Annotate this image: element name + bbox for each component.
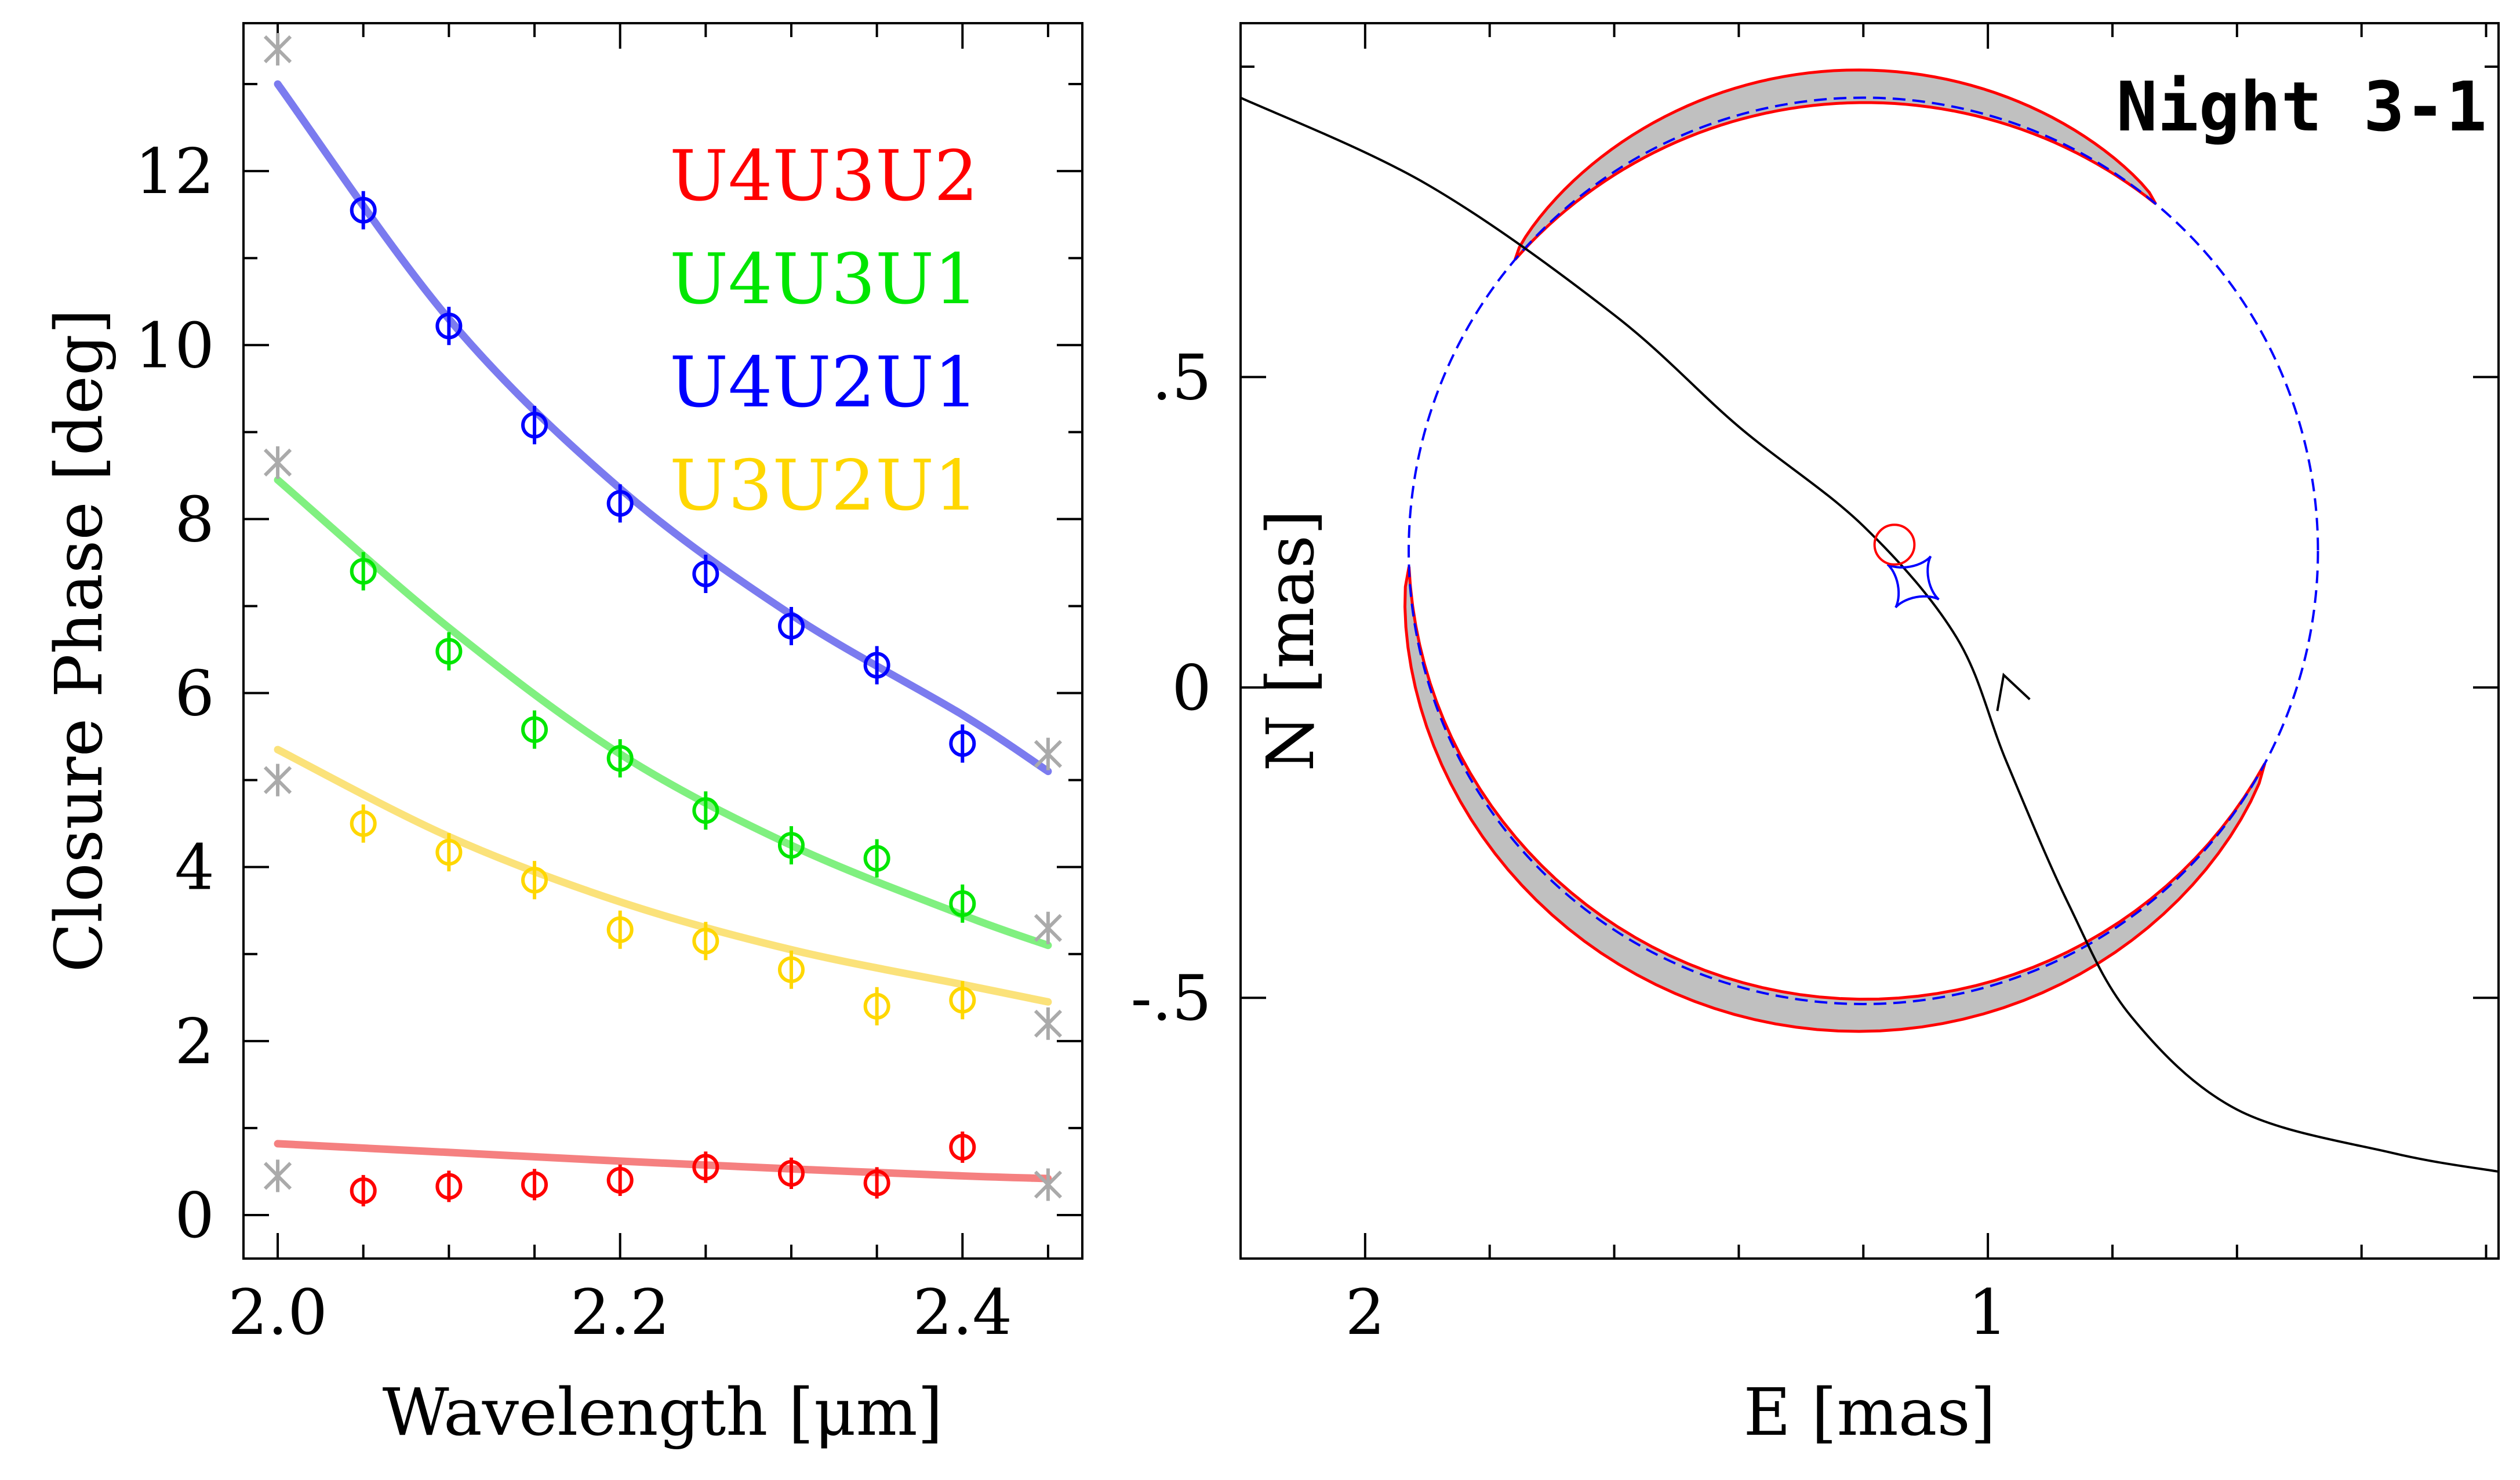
- trajectory-arrow: [1996, 672, 2031, 711]
- data-point-U4U3U1: [606, 739, 634, 778]
- data-point-U4U3U2: [435, 1170, 463, 1202]
- data-point-U3U2U1: [863, 987, 890, 1026]
- x-tick-label: 2.4: [912, 1277, 1012, 1349]
- legend-entry-U3U2U1: U3U2U1: [670, 446, 978, 526]
- closure-phase-panel: 2.0 2.2 2.4 0 2 4 6 8 10 12 U4U3U2 U4U3U1 U4U2U1 U3U…: [42, 22, 1083, 1450]
- data-point-U4U3U1: [863, 839, 890, 878]
- model-curve-U3U2U1: [274, 746, 1052, 1006]
- excluded-point: [1034, 737, 1063, 770]
- y-tick-label: 10: [135, 310, 214, 382]
- excluded-point: [1034, 1168, 1063, 1201]
- data-point-U4U2U1: [606, 484, 634, 523]
- lens-geometry-panel: 2 1 .5 0 -.5 Night 3-1 E [mas] N [mas]: [1130, 22, 2500, 1450]
- excluded-point: [263, 763, 292, 797]
- right-plot-frame: [1239, 22, 2500, 1260]
- lensed-image: [1403, 566, 2267, 1033]
- excluded-point: [263, 33, 292, 66]
- data-point-U4U2U1: [863, 646, 890, 685]
- excluded-point: [263, 1159, 292, 1192]
- data-point-U4U3U1: [777, 826, 805, 865]
- model-curve-U4U3U2: [274, 1140, 1052, 1183]
- data-point-U3U2U1: [777, 950, 805, 989]
- x-tick-label-right: 1: [1968, 1277, 2008, 1349]
- data-point-U4U3U2: [692, 1151, 719, 1183]
- data-point-U4U2U1: [521, 406, 548, 445]
- data-point-U4U3U2: [521, 1169, 548, 1201]
- x-tick-label: 2.2: [570, 1277, 670, 1349]
- data-point-U4U3U1: [521, 710, 548, 749]
- legend: U4U3U2 U4U3U1 U4U2U1 U3U2U1: [670, 136, 978, 526]
- source-trajectory: [1241, 96, 2499, 1173]
- lens-geometry-content: [1241, 68, 2499, 1173]
- y-tick-label: 6: [174, 658, 214, 730]
- x-tick-label-right: 2: [1345, 1277, 1385, 1349]
- data-point-U3U2U1: [949, 981, 976, 1020]
- x-axis-title: Wavelength [μm]: [383, 1375, 943, 1450]
- data-point-U3U2U1: [521, 861, 548, 900]
- data-point-U4U3U2: [606, 1164, 634, 1196]
- legend-entry-U4U3U1: U4U3U1: [670, 239, 978, 320]
- model-curve-U4U3U1: [274, 476, 1052, 950]
- data-point-U4U2U1: [692, 554, 719, 593]
- left-tick-labels: 2.0 2.2 2.4 0 2 4 6 8 10 12: [135, 136, 1013, 1349]
- data-point-U3U2U1: [606, 910, 634, 949]
- data-point-U4U3U2: [777, 1157, 805, 1189]
- panel-label: Night 3-1: [2117, 67, 2487, 147]
- model-curve-U4U2U1: [274, 80, 1052, 776]
- y-tick-label: 2: [174, 1006, 214, 1078]
- data-point-U4U2U1: [777, 606, 805, 646]
- legend-entry-U4U2U1: U4U2U1: [670, 343, 978, 423]
- data-point-U3U2U1: [350, 804, 377, 843]
- left-tick-marks: [243, 23, 1082, 1259]
- excluded-points: [263, 33, 1063, 1201]
- y-axis-title: Closure Phase [deg]: [42, 309, 117, 973]
- data-point-U4U3U1: [350, 552, 377, 591]
- y-tick-label: 0: [174, 1180, 214, 1252]
- data-point-U4U3U1: [949, 884, 976, 923]
- legend-entry-U4U3U2: U4U3U2: [670, 136, 978, 217]
- x-axis-title-right: E [mas]: [1743, 1375, 1995, 1450]
- einstein-ring: [1408, 96, 2319, 1005]
- y-tick-label: 12: [135, 136, 214, 208]
- y-axis-title-right: N [mas]: [1253, 510, 1329, 771]
- y-tick-label-right: .5: [1152, 341, 1212, 414]
- data-point-U3U2U1: [692, 922, 719, 961]
- data-point-U4U2U1: [435, 307, 463, 346]
- data-point-U4U3U2: [350, 1174, 377, 1206]
- y-tick-label-right: 0: [1172, 652, 1212, 725]
- data-point-U4U3U1: [435, 632, 463, 671]
- excluded-point: [263, 446, 292, 479]
- y-tick-label: 4: [174, 832, 214, 904]
- source-disk: [1873, 523, 1916, 566]
- excluded-point: [1034, 1007, 1063, 1040]
- data-point-U4U3U2: [949, 1131, 976, 1163]
- data-point-U4U3U2: [863, 1167, 890, 1199]
- right-tick-labels: 2 1 .5 0 -.5: [1130, 341, 2008, 1349]
- right-tick-marks: [1239, 23, 2499, 1259]
- data-point-U4U3U1: [692, 791, 719, 830]
- y-tick-label: 8: [174, 483, 214, 556]
- data-point-U4U2U1: [949, 724, 976, 763]
- data-points: [350, 191, 976, 1206]
- left-plot-frame: [242, 22, 1083, 1260]
- y-tick-label-right: -.5: [1130, 962, 1212, 1035]
- x-tick-label: 2.0: [228, 1277, 328, 1349]
- excluded-point: [1034, 911, 1063, 944]
- data-point-U4U2U1: [350, 191, 377, 230]
- data-point-U3U2U1: [435, 833, 463, 872]
